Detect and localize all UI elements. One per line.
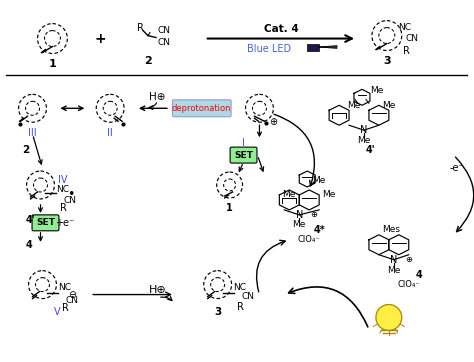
Text: Mes: Mes [382, 225, 400, 234]
Text: +e⁻: +e⁻ [55, 218, 74, 228]
Text: 3: 3 [214, 307, 221, 317]
Text: Me: Me [322, 190, 336, 199]
Text: II: II [107, 128, 113, 138]
Text: 4': 4' [26, 215, 36, 225]
Text: III: III [28, 128, 37, 138]
Text: R: R [237, 302, 244, 312]
Text: ⊕: ⊕ [405, 255, 412, 264]
Text: •: • [67, 189, 74, 201]
Text: Me: Me [292, 220, 306, 230]
Text: ⊕: ⊕ [310, 210, 318, 219]
Text: CN: CN [66, 296, 79, 305]
Text: NC: NC [398, 23, 411, 32]
Text: 2: 2 [22, 145, 29, 155]
Text: ClO₄⁻: ClO₄⁻ [298, 235, 320, 244]
Text: Blue LED: Blue LED [247, 43, 292, 54]
Text: Me: Me [347, 101, 361, 110]
Text: 4: 4 [25, 240, 32, 250]
Text: Me: Me [357, 136, 371, 145]
Text: 1: 1 [226, 203, 233, 213]
FancyBboxPatch shape [173, 100, 231, 117]
Text: SET: SET [36, 218, 55, 227]
Text: I: I [258, 128, 261, 138]
Text: H⊕: H⊕ [149, 285, 167, 295]
Text: ClO₄⁻: ClO₄⁻ [397, 280, 420, 289]
Text: CN: CN [405, 34, 418, 43]
Text: 4': 4' [366, 145, 376, 155]
Text: ⊕: ⊕ [269, 117, 277, 127]
Text: CN: CN [157, 38, 171, 47]
Text: Me: Me [387, 266, 401, 275]
Text: 4: 4 [415, 270, 422, 279]
Text: N: N [360, 125, 368, 135]
Text: H⊕: H⊕ [149, 92, 165, 102]
Text: Me: Me [370, 86, 383, 95]
Text: 2: 2 [144, 56, 152, 67]
Text: deprotonation: deprotonation [172, 104, 231, 113]
Text: Me: Me [312, 176, 326, 185]
Text: NC: NC [58, 283, 71, 292]
Text: Me: Me [382, 101, 395, 110]
Text: CN: CN [64, 197, 77, 205]
Circle shape [376, 304, 402, 331]
Text: ⊖: ⊖ [68, 290, 76, 300]
Text: NC: NC [56, 185, 69, 194]
Text: R: R [137, 22, 144, 33]
Text: 3: 3 [383, 56, 391, 67]
Text: I: I [242, 138, 245, 148]
Text: 4*: 4* [313, 225, 325, 235]
Text: Me: Me [283, 190, 296, 199]
Text: CN: CN [157, 26, 171, 35]
FancyBboxPatch shape [32, 215, 59, 231]
Text: Cat. 4: Cat. 4 [264, 24, 299, 34]
Text: R: R [62, 303, 69, 312]
Text: CN: CN [241, 292, 254, 301]
Text: R: R [403, 46, 410, 55]
Text: -e⁻: -e⁻ [449, 163, 464, 173]
Text: 1: 1 [48, 59, 56, 70]
Text: V: V [54, 307, 61, 317]
Text: N: N [296, 210, 303, 220]
Text: SET: SET [234, 151, 253, 160]
Text: NC: NC [233, 283, 246, 292]
Text: R: R [60, 203, 67, 213]
Text: N: N [390, 255, 398, 265]
Text: IV: IV [58, 175, 67, 185]
FancyBboxPatch shape [230, 147, 257, 163]
Text: +: + [94, 31, 106, 46]
FancyBboxPatch shape [307, 43, 319, 51]
